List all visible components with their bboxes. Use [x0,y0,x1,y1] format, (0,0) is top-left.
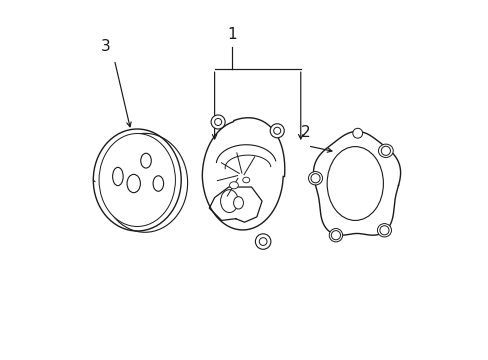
Circle shape [310,174,320,183]
Circle shape [381,146,389,156]
Circle shape [269,124,284,138]
Ellipse shape [308,172,322,185]
Ellipse shape [141,153,151,168]
Ellipse shape [229,182,238,189]
Ellipse shape [127,174,140,193]
Ellipse shape [93,129,181,231]
Ellipse shape [242,177,249,183]
Text: 2: 2 [301,125,310,140]
Circle shape [352,128,362,138]
Circle shape [255,234,270,249]
Ellipse shape [328,229,342,242]
Text: 3: 3 [101,39,110,54]
Ellipse shape [220,190,238,212]
Text: 1: 1 [227,27,237,41]
Circle shape [259,238,266,246]
Circle shape [379,226,388,235]
Circle shape [273,127,280,134]
Ellipse shape [326,147,383,220]
Circle shape [211,115,224,129]
Ellipse shape [153,176,163,191]
Ellipse shape [377,224,391,237]
Ellipse shape [233,197,243,209]
Ellipse shape [112,167,123,186]
Ellipse shape [378,144,392,157]
Ellipse shape [99,134,175,226]
Circle shape [331,231,340,240]
Circle shape [214,118,221,126]
